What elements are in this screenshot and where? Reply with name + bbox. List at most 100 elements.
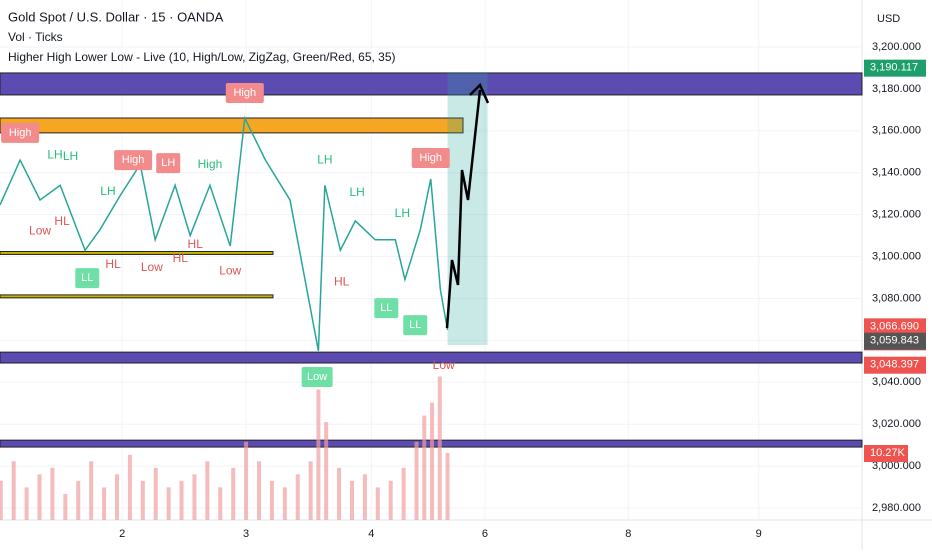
currency: USD [877, 13, 900, 25]
x-tick-label: 3 [243, 528, 249, 540]
volume-bar [324, 422, 329, 520]
volume-bar [166, 487, 171, 520]
zone [0, 117, 464, 134]
pivot-box [225, 83, 264, 104]
volume-bar [316, 389, 321, 520]
volume-bar [282, 487, 287, 520]
volume-bar [401, 467, 406, 520]
volume-bar [218, 487, 223, 520]
y-tick-label: 3,180.000 [872, 83, 921, 95]
pivot-box [114, 150, 153, 171]
volume-bar [375, 487, 380, 520]
pivot-label: High [122, 154, 145, 166]
pivot-label: LH [63, 149, 78, 163]
volume-bar [89, 461, 94, 520]
volume-bar [192, 474, 197, 520]
forecast-arrow [445, 82, 490, 329]
price-badge-label: 3,059.843 [870, 335, 919, 347]
pivot-box [411, 148, 450, 169]
y-tick-label: 3,080.000 [872, 292, 921, 304]
y-tick-label: 3,140.000 [872, 167, 921, 179]
y-tick-label: 3,020.000 [872, 418, 921, 430]
pivot-label: LH [317, 152, 332, 166]
volume-bar [0, 480, 3, 520]
volume-bar [430, 402, 435, 520]
volume-bar [269, 480, 274, 520]
volume-bar [205, 461, 210, 520]
y-tick-label: 3,120.000 [872, 209, 921, 221]
volume-bar [37, 474, 42, 520]
x-tick-label: 8 [625, 528, 631, 540]
pivot-box [75, 268, 100, 289]
volume-bar [11, 461, 16, 520]
pivot-label: LH [47, 147, 62, 161]
pivot-label: High [419, 152, 442, 164]
pivot-label: High [233, 87, 256, 99]
volume-bar [24, 487, 29, 520]
pivot-label: LL [380, 302, 392, 314]
pivot-label: HL [188, 237, 204, 251]
chart-title: Gold Spot / U.S. Dollar · 15 · OANDA [8, 9, 224, 24]
pivot-label: High [198, 157, 223, 171]
volume-bar [414, 441, 419, 520]
volume-bar [153, 467, 158, 520]
volume-bar [445, 452, 450, 520]
zone [0, 72, 863, 96]
pivot-box [156, 153, 181, 174]
volume-bar [140, 480, 145, 520]
pivot-box [374, 298, 399, 319]
volume-badge [864, 444, 908, 462]
y-tick-label: 3,000.000 [872, 460, 921, 472]
volume-bar [295, 474, 300, 520]
x-tick-label: 4 [368, 528, 374, 540]
x-tick-label: 9 [756, 528, 762, 540]
x-tick-label: 2 [119, 528, 125, 540]
volume-bar [114, 474, 119, 520]
price-badge-label: 3,066.690 [870, 320, 919, 332]
zone [0, 251, 274, 255]
volume-bar [102, 487, 107, 520]
pivot-label: Low [29, 224, 51, 238]
volume-bar [337, 467, 342, 520]
pivot-label: Low [307, 371, 327, 383]
y-tick-label: 3,100.000 [872, 250, 921, 262]
pivot-label: HL [105, 257, 121, 271]
pivot-label: HL [173, 251, 189, 265]
pivot-label: LH [349, 185, 364, 199]
zone [0, 294, 274, 299]
pivot-label: LL [409, 319, 421, 331]
volume-bar [244, 441, 249, 520]
y-tick-label: 3,040.000 [872, 376, 921, 388]
pivot-label: Low [219, 263, 241, 277]
volume-bar [349, 480, 354, 520]
price-line [0, 115, 449, 351]
pivot-box [403, 315, 428, 336]
y-tick-label: 3,200.000 [872, 41, 921, 53]
pivot-label: HL [54, 214, 70, 228]
volume-bar [179, 480, 184, 520]
volume-bar [388, 480, 393, 520]
pivot-box [1, 122, 40, 143]
volume-bar [50, 467, 55, 520]
pivot-label: Low [433, 358, 455, 372]
volume-bar [231, 467, 236, 520]
pivot-label: HL [334, 274, 350, 288]
volume-bar [76, 480, 81, 520]
volume-badge-label: 10.27K [870, 447, 906, 459]
pivot-label: Low [141, 260, 163, 274]
price-badge-label: 3,048.397 [870, 359, 919, 371]
volume-bar [422, 415, 427, 520]
volume-bar [127, 454, 132, 520]
y-tick-label: 2,980.000 [872, 502, 921, 514]
y-tick-label: 3,160.000 [872, 125, 921, 137]
target-box [447, 72, 488, 345]
subtitle: Vol · Ticks [8, 30, 63, 44]
volume-bar [437, 376, 442, 520]
price-badge [864, 356, 926, 374]
volume-bar [308, 461, 313, 520]
pivot-label: High [9, 127, 32, 139]
price-badge-label: 3,190.117 [870, 62, 918, 74]
pivot-box [301, 367, 333, 388]
pivot-label: LH [395, 206, 410, 220]
